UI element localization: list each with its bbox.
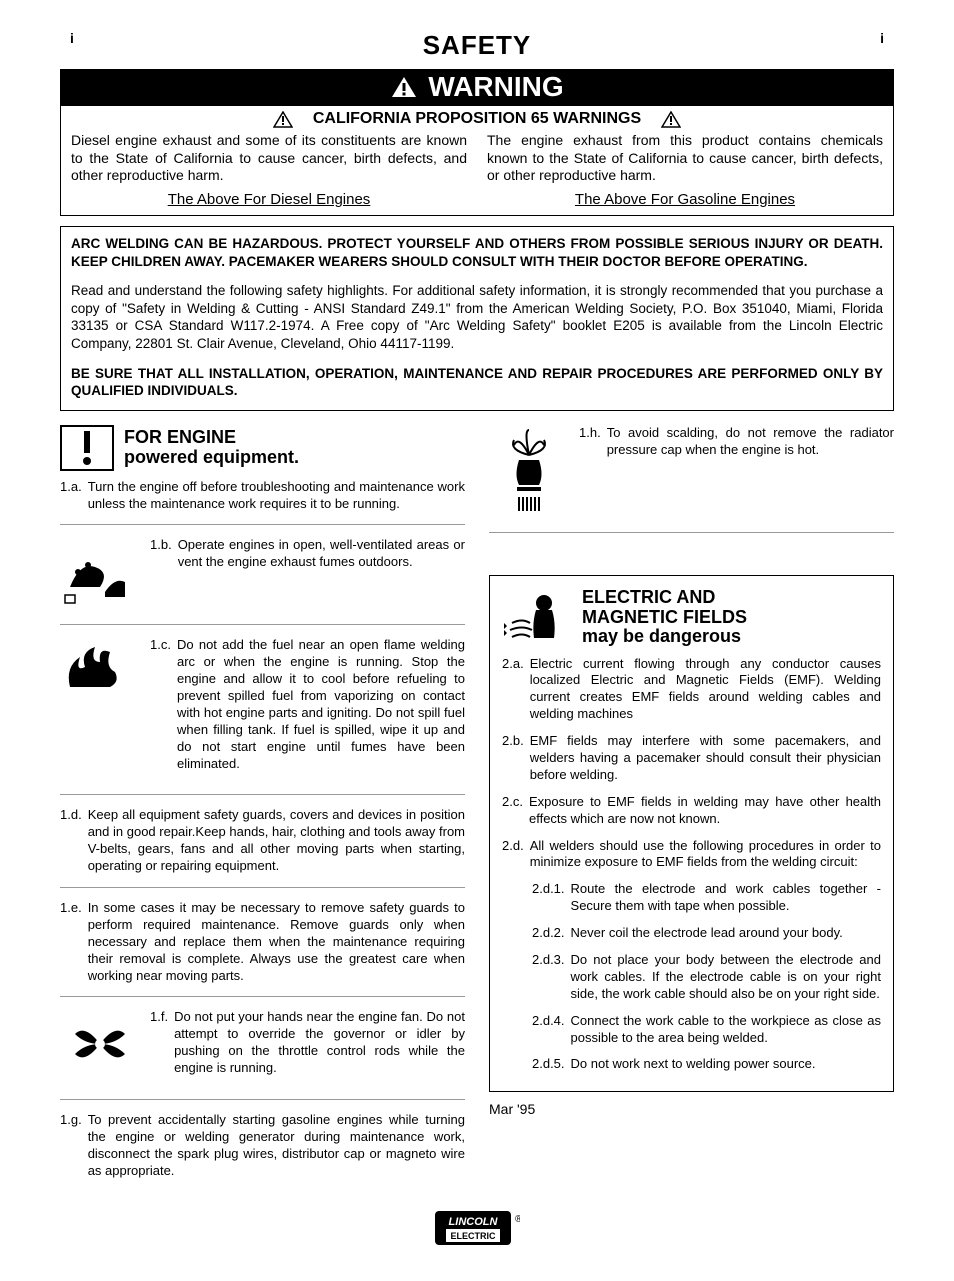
divider xyxy=(60,887,465,888)
california-heading: CALIFORNIA PROPOSITION 65 WARNINGS xyxy=(313,110,641,128)
california-diesel-col: Diesel engine exhaust and some of its co… xyxy=(71,132,467,209)
divider xyxy=(60,524,465,525)
warning-text: WARNING xyxy=(428,71,563,103)
divider xyxy=(489,532,894,533)
emf-title-3: may be dangerous xyxy=(582,627,747,647)
warning-bar: WARNING xyxy=(60,69,894,105)
item-2a: 2.a. Electric current flowing through an… xyxy=(502,656,881,724)
california-gas-col: The engine exhaust from this product con… xyxy=(487,132,883,209)
item-2d2: 2.d.2. Never coil the electrode lead aro… xyxy=(532,925,881,942)
item-1g: 1.g. To prevent accidentally starting ga… xyxy=(60,1112,465,1180)
divider xyxy=(60,1099,465,1100)
emf-title-1: ELECTRIC AND xyxy=(582,588,747,608)
emf-title-2: MAGNETIC FIELDS xyxy=(582,608,747,628)
radiator-icon xyxy=(489,425,569,515)
item-2b: 2.b. EMF fields may interfere with some … xyxy=(502,733,881,784)
warning-triangle-icon xyxy=(390,75,418,99)
page: i SAFETY i WARNING CALIFORNIA PROPOSITIO… xyxy=(0,0,954,1281)
emf-box: ELECTRIC AND MAGNETIC FIELDS may be dang… xyxy=(489,575,894,1093)
right-column: 1.h. To avoid scalding, do not remove th… xyxy=(489,425,894,1190)
item-1h: 1.h. To avoid scalding, do not remove th… xyxy=(489,425,894,520)
item-1c: 1.c. Do not add the fuel near an open fl… xyxy=(60,637,465,782)
main-p1: ARC WELDING CAN BE HAZARDOUS. PROTECT YO… xyxy=(71,235,883,270)
page-num-left: i xyxy=(70,30,74,46)
header: i SAFETY i xyxy=(60,30,894,61)
svg-text:LINCOLN: LINCOLN xyxy=(449,1216,499,1228)
item-1b: 1.b. Operate engines in open, well-venti… xyxy=(60,537,465,612)
page-num-right: i xyxy=(880,30,884,46)
flame-icon xyxy=(60,637,140,697)
fan-icon xyxy=(60,1009,140,1079)
divider xyxy=(60,794,465,795)
date: Mar '95 xyxy=(489,1100,894,1118)
california-heading-row: CALIFORNIA PROPOSITION 65 WARNINGS xyxy=(61,106,893,132)
engine-title-2: powered equipment. xyxy=(124,448,299,468)
caution-triangle-icon xyxy=(661,111,681,128)
item-1d: 1.d. Keep all equipment safety guards, c… xyxy=(60,807,465,875)
footer: LINCOLN ELECTRIC ® xyxy=(60,1210,894,1251)
warning-box-icon xyxy=(60,425,114,471)
california-diesel-sub: The Above For Diesel Engines xyxy=(71,191,467,210)
page-title: SAFETY xyxy=(423,30,532,61)
main-p2: Read and understand the following safety… xyxy=(71,282,883,352)
california-gas-sub: The Above For Gasoline Engines xyxy=(487,191,883,210)
emf-section-head: ELECTRIC AND MAGNETIC FIELDS may be dang… xyxy=(502,588,881,648)
item-2d5: 2.d.5. Do not work next to welding power… xyxy=(532,1056,881,1073)
item-1a: 1.a. Turn the engine off before troubles… xyxy=(60,479,465,513)
emf-icon xyxy=(502,588,572,648)
item-2d: 2.d. All welders should use the followin… xyxy=(502,838,881,872)
main-box: ARC WELDING CAN BE HAZARDOUS. PROTECT YO… xyxy=(60,226,894,410)
item-2d1: 2.d.1. Route the electrode and work cabl… xyxy=(532,881,881,915)
item-1e: 1.e. In some cases it may be necessary t… xyxy=(60,900,465,984)
california-gas-text: The engine exhaust from this product con… xyxy=(487,132,883,185)
california-diesel-text: Diesel engine exhaust and some of its co… xyxy=(71,132,467,185)
engine-section-head: FOR ENGINE powered equipment. xyxy=(60,425,465,471)
divider xyxy=(60,996,465,997)
left-column: FOR ENGINE powered equipment. 1.a. Turn … xyxy=(60,425,465,1190)
columns: FOR ENGINE powered equipment. 1.a. Turn … xyxy=(60,425,894,1190)
caution-triangle-icon xyxy=(273,111,293,128)
divider xyxy=(60,624,465,625)
lincoln-logo-icon: LINCOLN ELECTRIC ® xyxy=(434,1210,520,1246)
item-1f: 1.f. Do not put your hands near the engi… xyxy=(60,1009,465,1087)
exhaust-icon xyxy=(60,537,140,607)
item-2d4: 2.d.4. Connect the work cable to the wor… xyxy=(532,1013,881,1047)
item-2c: 2.c. Exposure to EMF fields in welding m… xyxy=(502,794,881,828)
engine-title-1: FOR ENGINE xyxy=(124,428,299,448)
main-p3: BE SURE THAT ALL INSTALLATION, OPERATION… xyxy=(71,365,883,400)
california-box: CALIFORNIA PROPOSITION 65 WARNINGS Diese… xyxy=(60,105,894,216)
svg-text:ELECTRIC: ELECTRIC xyxy=(451,1231,497,1241)
svg-text:®: ® xyxy=(515,1214,520,1225)
item-2d3: 2.d.3. Do not place your body between th… xyxy=(532,952,881,1003)
